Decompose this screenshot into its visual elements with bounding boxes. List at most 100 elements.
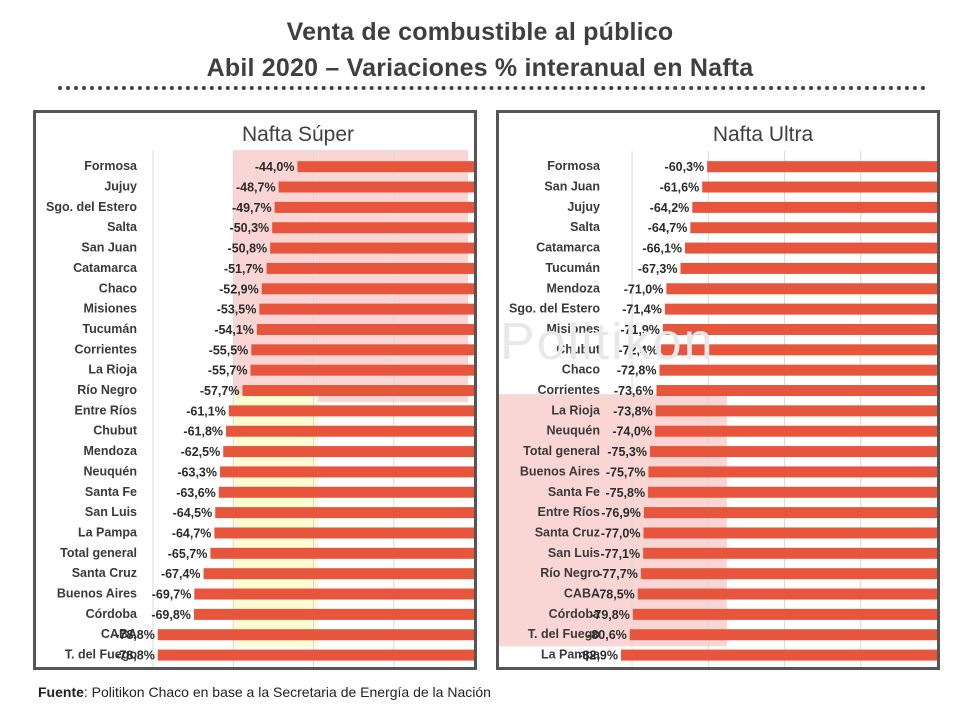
bar-1-11 [656, 385, 937, 397]
category-label-1-14: Total general [523, 444, 600, 458]
data-label-0-18: -64,7% [172, 526, 212, 540]
data-label-1-0: -60,3% [665, 160, 705, 174]
data-label-0-2: -49,7% [232, 201, 272, 215]
chart-nafta-ultra: Nafta Ultra Formosa -60,3% San Juan -61,6% Ju… [499, 123, 937, 667]
category-label-0-9: Corrientes [74, 342, 137, 356]
data-label-0-13: -61,8% [183, 425, 223, 439]
category-label-1-9: Chubut [556, 342, 601, 356]
category-label-0-17: San Luis [85, 505, 137, 519]
category-label-0-19: Total general [60, 546, 137, 560]
category-label-1-7: Sgo. del Estero [509, 302, 600, 316]
data-label-0-8: -54,1% [214, 323, 254, 337]
source-note: Fuente: Politikon Chaco en base a la Sec… [38, 684, 491, 700]
data-label-1-22: -79,8% [590, 608, 630, 622]
bar-1-1 [702, 181, 937, 193]
data-label-1-3: -64,7% [648, 221, 688, 235]
bar-0-8 [256, 323, 474, 335]
category-label-1-17: Entre Ríos [537, 505, 600, 519]
category-label-0-3: Salta [107, 220, 138, 234]
category-label-0-21: Buenos Aires [57, 587, 137, 601]
data-label-0-14: -62,5% [181, 445, 221, 459]
data-label-0-9: -55,5% [209, 343, 249, 357]
category-label-0-8: Tucumán [82, 322, 137, 336]
bar-0-21 [194, 588, 474, 600]
category-label-0-23: CABA [101, 627, 137, 641]
data-label-1-18: -77,0% [601, 526, 641, 540]
category-label-0-16: Santa Fe [85, 485, 137, 499]
bar-1-22 [632, 608, 937, 620]
category-label-1-10: Chaco [562, 363, 601, 377]
bar-1-23 [629, 629, 937, 641]
data-label-0-10: -55,7% [208, 364, 248, 378]
bar-1-2 [692, 201, 937, 213]
category-label-1-22: Córdoba [549, 607, 601, 621]
data-label-1-20: -77,7% [598, 567, 638, 581]
bar-1-17 [643, 507, 937, 519]
bar-0-12 [228, 405, 474, 417]
bar-0-18 [214, 527, 474, 539]
bar-0-9 [251, 344, 474, 356]
data-label-0-1: -48,7% [236, 181, 276, 195]
category-label-1-6: Mendoza [547, 281, 602, 295]
bar-0-7 [259, 303, 474, 315]
bar-0-13 [226, 425, 474, 437]
source-text: : Politikon Chaco en base a la Secretari… [83, 684, 491, 700]
data-label-1-24: -82,9% [578, 649, 618, 663]
data-label-1-14: -75,3% [607, 445, 647, 459]
data-label-0-12: -61,1% [186, 404, 226, 418]
bar-1-21 [637, 588, 937, 600]
bar-1-12 [655, 405, 937, 417]
data-label-1-15: -75,7% [606, 465, 646, 479]
category-label-1-3: Salta [570, 220, 601, 234]
data-label-0-23: -78,8% [115, 628, 155, 642]
category-label-0-14: Mendoza [84, 444, 139, 458]
category-label-1-13: Neuquén [547, 424, 600, 438]
category-label-0-5: Catamarca [73, 261, 138, 275]
category-label-1-18: Santa Cruz [535, 525, 600, 539]
bar-0-14 [223, 446, 474, 458]
bar-0-10 [250, 364, 474, 376]
bar-0-20 [203, 568, 474, 580]
category-label-1-8: Misiones [547, 322, 601, 336]
panel-title-1: Nafta Ultra [713, 123, 814, 146]
category-label-1-16: Santa Fe [548, 485, 600, 499]
bar-0-19 [210, 547, 474, 559]
bar-1-18 [643, 527, 937, 539]
bar-1-19 [643, 547, 937, 559]
data-label-0-21: -69,7% [152, 588, 192, 602]
title-divider [58, 86, 926, 90]
data-label-1-12: -73,8% [613, 404, 653, 418]
bar-0-3 [272, 222, 474, 234]
category-label-0-13: Chubut [93, 424, 138, 438]
source-label: Fuente [38, 684, 84, 700]
category-label-0-15: Neuquén [84, 464, 137, 478]
chart-nafta-super: Nafta Súper Formosa -44,0% Jujuy -48,7% Sgo. … [46, 123, 474, 667]
bar-1-10 [659, 364, 937, 376]
data-label-0-24: -78,8% [115, 649, 155, 663]
bar-1-5 [680, 262, 937, 274]
category-label-1-21: CABA [564, 587, 600, 601]
category-label-1-12: La Rioja [551, 403, 601, 417]
data-label-0-7: -53,5% [217, 303, 257, 317]
bar-0-15 [220, 466, 474, 478]
data-label-1-2: -64,2% [650, 201, 690, 215]
data-label-1-4: -66,1% [642, 242, 682, 256]
category-label-1-11: Corrientes [537, 383, 600, 397]
category-label-1-0: Formosa [547, 159, 601, 173]
category-label-1-1: San Juan [544, 180, 600, 194]
category-label-1-19: San Luis [548, 546, 600, 560]
bar-1-14 [649, 446, 937, 458]
data-label-0-20: -67,4% [161, 567, 201, 581]
panel-nafta-super: Nafta Súper Formosa -44,0% Jujuy -48,7% Sgo. … [33, 110, 477, 670]
bar-1-7 [664, 303, 937, 315]
bar-0-5 [266, 262, 474, 274]
data-label-0-0: -44,0% [255, 160, 295, 174]
data-label-0-17: -64,5% [173, 506, 213, 520]
category-label-1-4: Catamarca [536, 241, 601, 255]
data-label-1-13: -74,0% [612, 425, 652, 439]
category-label-1-15: Buenos Aires [520, 464, 600, 478]
chart-title-line1: Venta de combustible al público [286, 18, 674, 46]
category-label-0-6: Chaco [99, 281, 138, 295]
bar-0-6 [261, 283, 474, 295]
data-label-0-19: -65,7% [168, 547, 208, 561]
